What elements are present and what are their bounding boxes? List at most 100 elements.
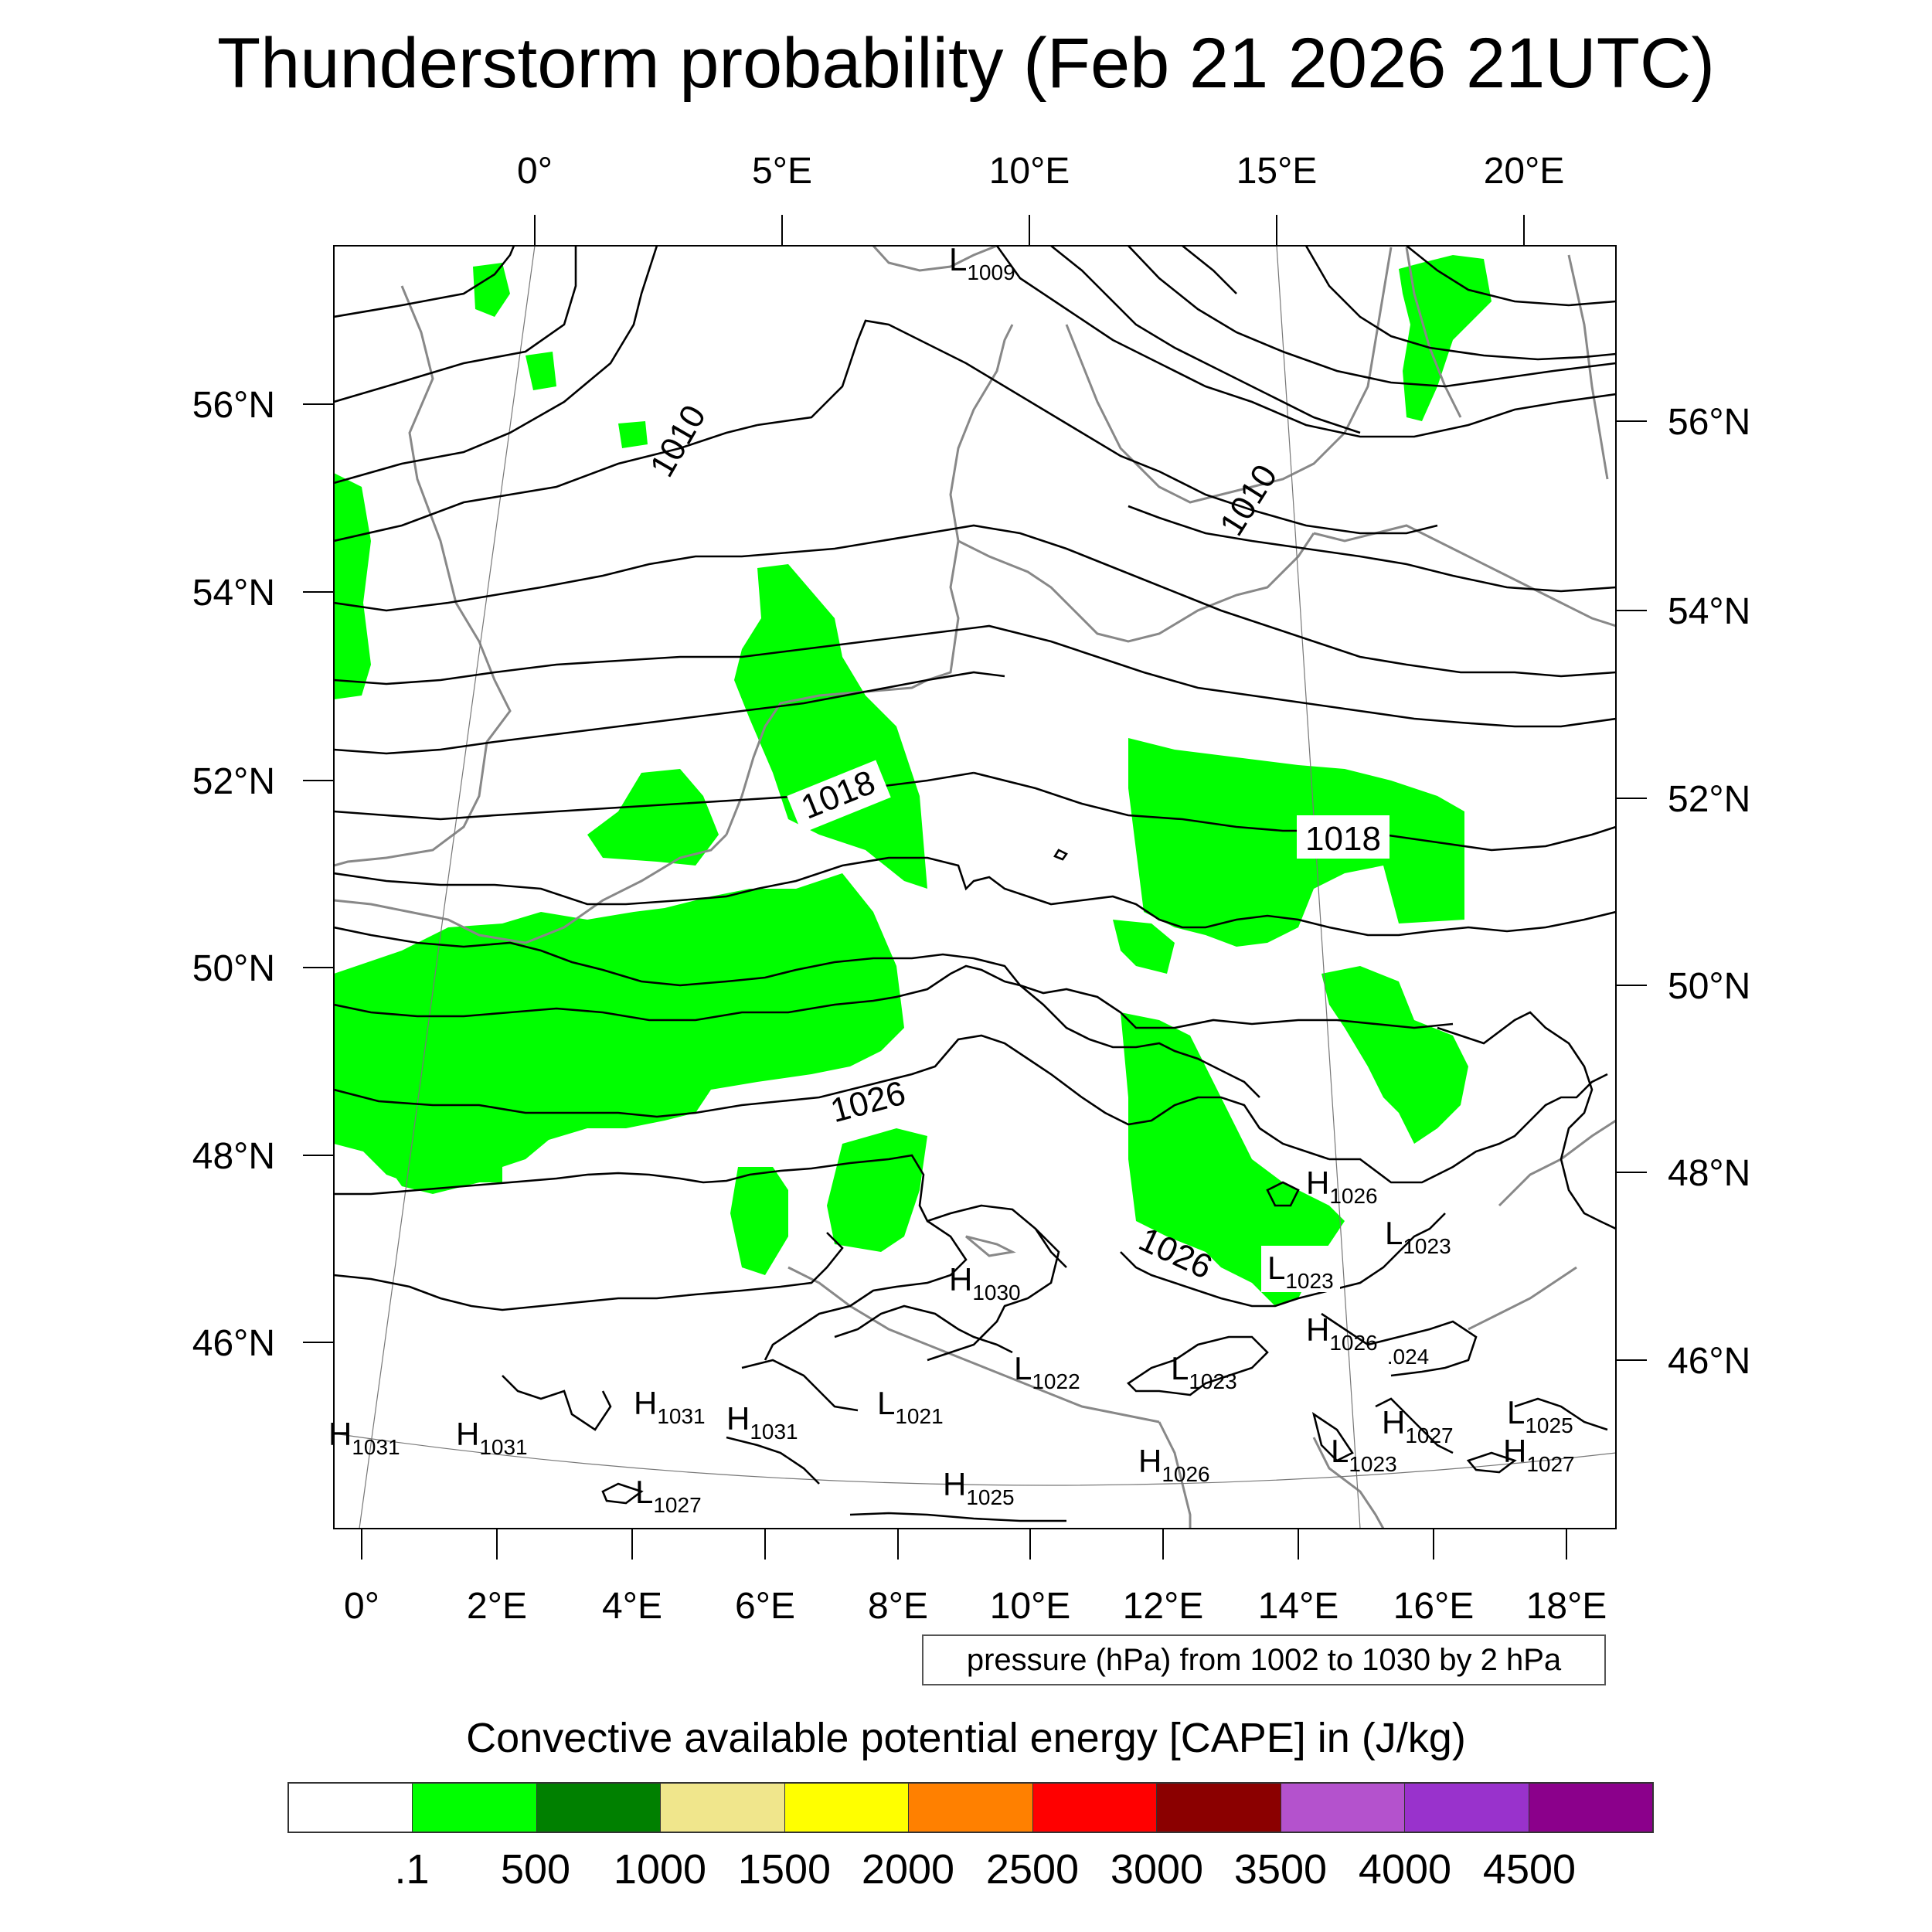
colorbar-box [909, 1784, 1033, 1832]
coastline-netherlands [725, 679, 928, 835]
cape-region-bavaria-west [827, 1128, 927, 1252]
colorbar-box [413, 1784, 537, 1832]
isobar [1329, 1073, 1608, 1184]
isobar [1128, 246, 1446, 388]
coastline-france-north [525, 833, 728, 944]
cape-region-swiss [730, 1167, 788, 1275]
graticule [334, 246, 1616, 1529]
pressure-center-label: L1009 [949, 241, 1015, 284]
pressure-center-label: H1031 [634, 1385, 706, 1428]
lat-label: 54°N [1668, 591, 1750, 632]
isobar-1010-east [995, 246, 1616, 438]
isobar [1266, 1181, 1300, 1207]
isobar [334, 246, 577, 403]
coastline-germany-north [927, 324, 1014, 682]
isobar [502, 1375, 612, 1431]
isobar [834, 1304, 1013, 1354]
isobar [1053, 849, 1068, 861]
lon-label: 12°E [1123, 1586, 1204, 1627]
isobar-1026 [334, 1034, 1330, 1161]
lat-label: 48°N [1668, 1153, 1750, 1194]
cape-region-baltic [1399, 255, 1492, 421]
isobar [1437, 1011, 1616, 1230]
colorbar-label: 4500 [1482, 1846, 1577, 1893]
isobar [1466, 1451, 1517, 1474]
colorbar-label: 500 [500, 1846, 571, 1893]
colorbar [287, 1782, 1654, 1833]
colorbar-box [661, 1784, 785, 1832]
colorbar-label: 1000 [613, 1846, 707, 1893]
isobar [1182, 246, 1237, 294]
coastline-britain-south [334, 899, 526, 944]
colorbar-label: 3500 [1233, 1846, 1328, 1893]
coastline-britain-east [334, 285, 512, 867]
isobar [1126, 1335, 1269, 1396]
isobar [1514, 1397, 1608, 1431]
lat-label: 48°N [192, 1136, 275, 1177]
left-lat-axis [303, 403, 334, 1343]
top-lon-labels: 0° 5°E 10°E 15°E 20°E [517, 151, 1564, 192]
pressure-center-label: L1023 [1331, 1433, 1397, 1476]
isobar [1120, 1213, 1446, 1308]
coastline-denmark [957, 532, 1315, 643]
isobar [334, 926, 1454, 1029]
pressure-info-box: pressure (hPa) from 1002 to 1030 by 2 hP… [922, 1634, 1606, 1685]
cape-region-france-south [379, 1105, 502, 1194]
lat-label: 52°N [1668, 779, 1750, 820]
lon-label: 14°E [1258, 1586, 1339, 1627]
lon-label: 10°E [989, 151, 1070, 192]
colorbar-label: 3000 [1110, 1846, 1204, 1893]
colorbar-box [536, 1784, 662, 1832]
meridian-15e [1276, 246, 1361, 1529]
pressure-center-label: H1031 [456, 1416, 528, 1459]
lon-label: 5°E [752, 151, 812, 192]
lon-label: 6°E [735, 1586, 795, 1627]
lon-label: 0° [517, 151, 553, 192]
colorbar-box [784, 1784, 910, 1832]
cape-region-netherlands [734, 564, 927, 889]
border-hungary [1468, 1266, 1577, 1331]
colorbar-box [1032, 1784, 1158, 1832]
lat-label: 52°N [192, 761, 275, 802]
isobar [757, 319, 1438, 535]
colorbar-label: 1500 [737, 1846, 832, 1893]
cape-region-north-sea-small [526, 352, 556, 390]
coastline-adriatic-east [1312, 1437, 1385, 1529]
isobar [1311, 1412, 1354, 1462]
pressure-center-label: L1021 [877, 1385, 944, 1428]
pressure-center-label: H1031 [328, 1416, 400, 1459]
isobar [1050, 246, 1268, 396]
isobar-1010-west [334, 246, 658, 485]
contour-label: 1018 [1305, 820, 1381, 858]
colorbar-box [1157, 1784, 1281, 1832]
top-lon-axis [534, 215, 1525, 246]
pressure-center-label: L1023 [1171, 1350, 1237, 1393]
colorbar-label: 2000 [861, 1846, 955, 1893]
lon-label: 2°E [467, 1586, 527, 1627]
lon-label: 4°E [602, 1586, 662, 1627]
isobar [1444, 362, 1616, 388]
left-lat-labels: 56°N 54°N 52°N 50°N 48°N 46°N [192, 385, 275, 1364]
contour-label: 1026 [827, 1074, 910, 1131]
coastline-poland [1313, 524, 1616, 628]
isobar [601, 1482, 644, 1505]
cape-region-slovakia [1321, 966, 1468, 1144]
lake-constance [965, 1235, 1016, 1257]
colorbar-label: .1 [394, 1846, 430, 1893]
lat-label: 46°N [1668, 1341, 1750, 1382]
isobar [334, 1154, 1067, 1268]
colorbar-label: 4000 [1358, 1846, 1452, 1893]
isobar [334, 1232, 844, 1311]
isobar [849, 1512, 1066, 1522]
isobar [334, 964, 1260, 1098]
coastlines [334, 246, 1616, 1529]
pressure-center-label: H1025 [943, 1466, 1015, 1509]
right-lat-axis [1616, 420, 1647, 1361]
cape-region-north-sea-small-2 [618, 421, 648, 448]
pressure-center-label: H1026 [1306, 1165, 1378, 1208]
isobar [1321, 1312, 1478, 1377]
isobar [1304, 246, 1616, 361]
cape-region-czech [1113, 920, 1175, 974]
coastline-sweden [1065, 247, 1393, 504]
